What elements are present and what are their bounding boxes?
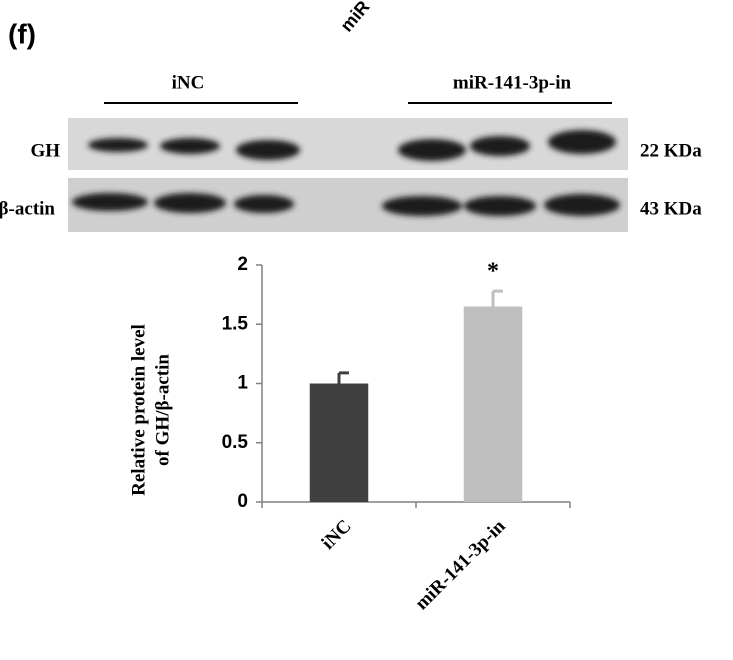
group-label: miR-141-3p-in	[453, 72, 572, 93]
y-axis-label: Relative protein level	[128, 324, 149, 496]
y-tick-label: 1.5	[222, 313, 249, 334]
y-axis-label: of GH/β-actin	[152, 354, 173, 466]
error-bar	[491, 289, 503, 307]
row-label: GH	[30, 140, 60, 161]
row-label: β-actin	[0, 198, 55, 219]
blot-bands	[72, 130, 620, 216]
y-tick-label: 0	[237, 491, 248, 512]
panel-label: (f)	[8, 18, 36, 49]
size-label: 43 KDa	[640, 198, 702, 219]
bar-chart: Relative protein level of GH/β-actin 0 0.…	[128, 254, 571, 614]
bar	[309, 383, 369, 502]
y-tick-label: 2	[237, 254, 248, 275]
group-label: iNC	[172, 72, 205, 93]
blot-strip	[68, 118, 628, 170]
x-tick-label: iNC	[318, 516, 356, 554]
y-tick-label: 0.5	[222, 432, 249, 453]
y-tick-label: 1	[237, 373, 248, 394]
significance: *	[487, 259, 499, 285]
bar	[463, 306, 523, 502]
cropped-label: miR	[336, 0, 373, 36]
error-bar	[337, 371, 349, 384]
x-tick-label: miR-141-3p-in	[411, 515, 510, 614]
size-label: 22 KDa	[640, 140, 702, 161]
